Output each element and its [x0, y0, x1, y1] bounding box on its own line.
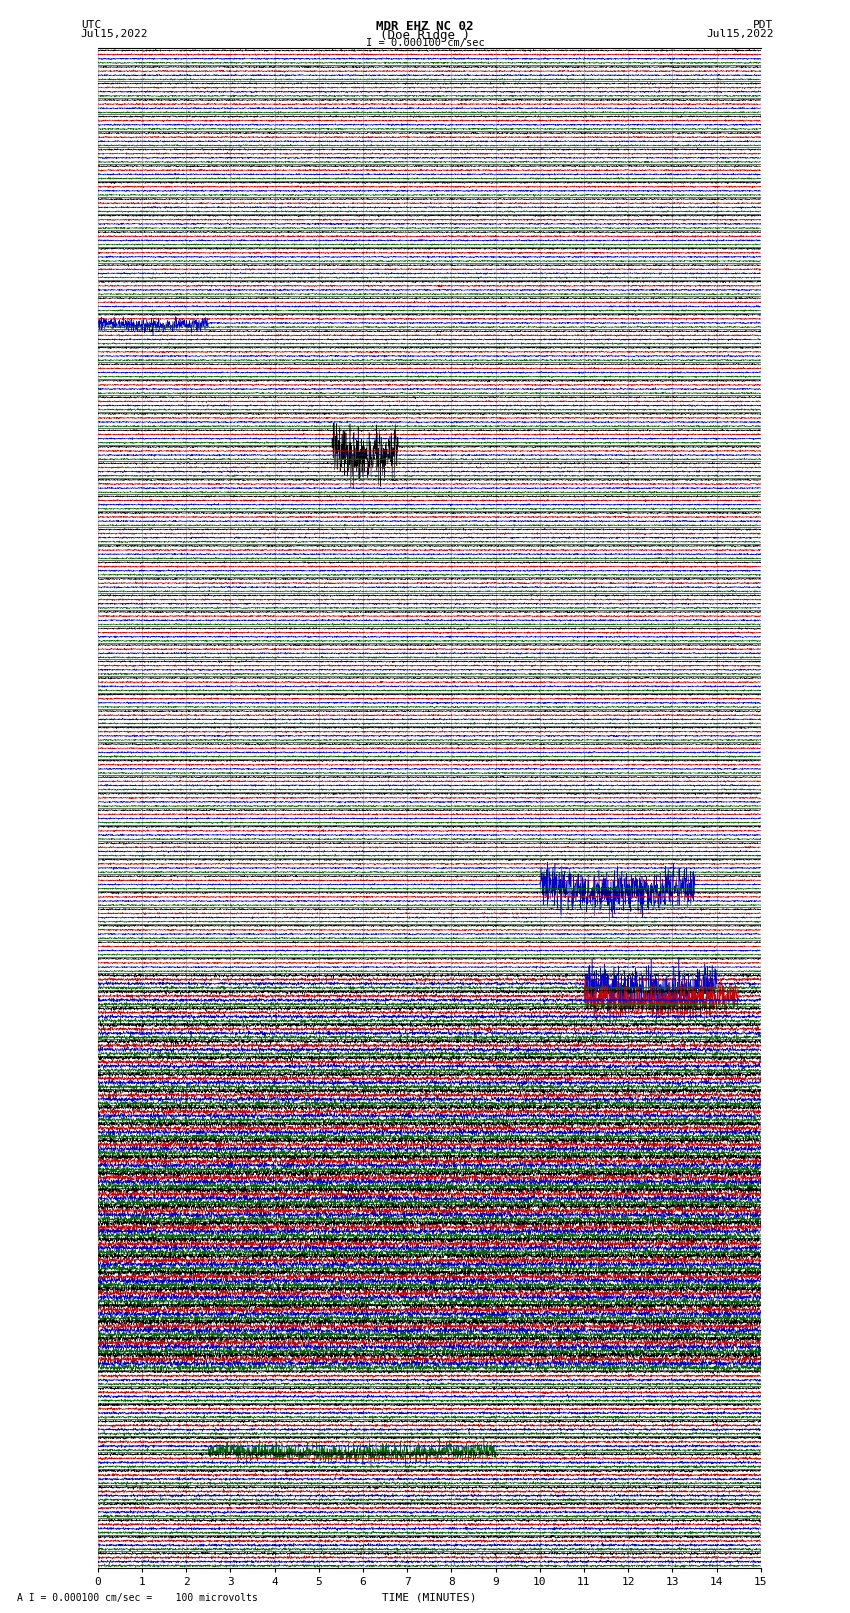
Text: (Doe Ridge ): (Doe Ridge ) [380, 29, 470, 42]
Text: UTC: UTC [81, 19, 101, 31]
Text: Jul15,2022: Jul15,2022 [706, 29, 774, 39]
Text: A I = 0.000100 cm/sec =    100 microvolts: A I = 0.000100 cm/sec = 100 microvolts [17, 1594, 258, 1603]
Text: MDR EHZ NC 02: MDR EHZ NC 02 [377, 19, 473, 34]
Text: PDT: PDT [753, 19, 774, 31]
Text: I = 0.000100 cm/sec: I = 0.000100 cm/sec [366, 37, 484, 48]
Text: Jul15,2022: Jul15,2022 [81, 29, 148, 39]
X-axis label: TIME (MINUTES): TIME (MINUTES) [382, 1592, 477, 1602]
